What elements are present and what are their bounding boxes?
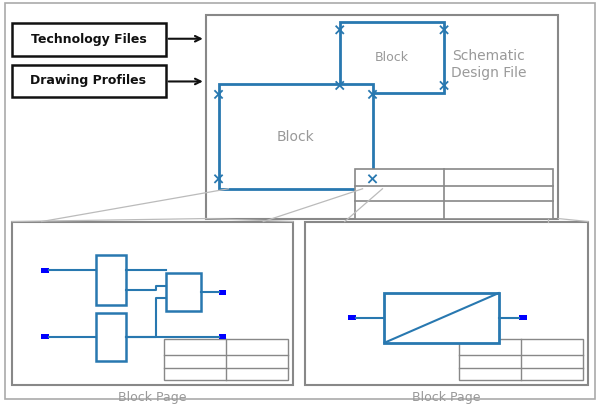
Text: Block Page: Block Page [412,391,481,404]
Bar [340,22,444,94]
Bar [518,315,527,320]
Bar [164,339,288,380]
Text: Block: Block [375,51,409,64]
Bar [97,255,126,305]
Bar [459,339,583,380]
Bar [218,85,373,189]
Bar [12,64,166,97]
Bar [41,268,49,273]
Bar [347,315,356,320]
Bar [305,222,588,386]
Bar [97,313,126,360]
Bar [218,290,226,294]
Text: Block: Block [277,130,314,144]
Bar [12,23,166,55]
Text: Block Page: Block Page [118,391,187,404]
Bar [355,169,553,219]
Bar [385,293,499,343]
Bar [12,222,293,386]
Bar [166,273,200,311]
Text: Technology Files: Technology Files [31,33,146,46]
Bar [41,334,49,339]
Text: Schematic
Design File: Schematic Design File [451,49,527,80]
Bar [218,334,226,339]
Text: Drawing Profiles: Drawing Profiles [31,75,146,87]
Bar [206,15,558,219]
